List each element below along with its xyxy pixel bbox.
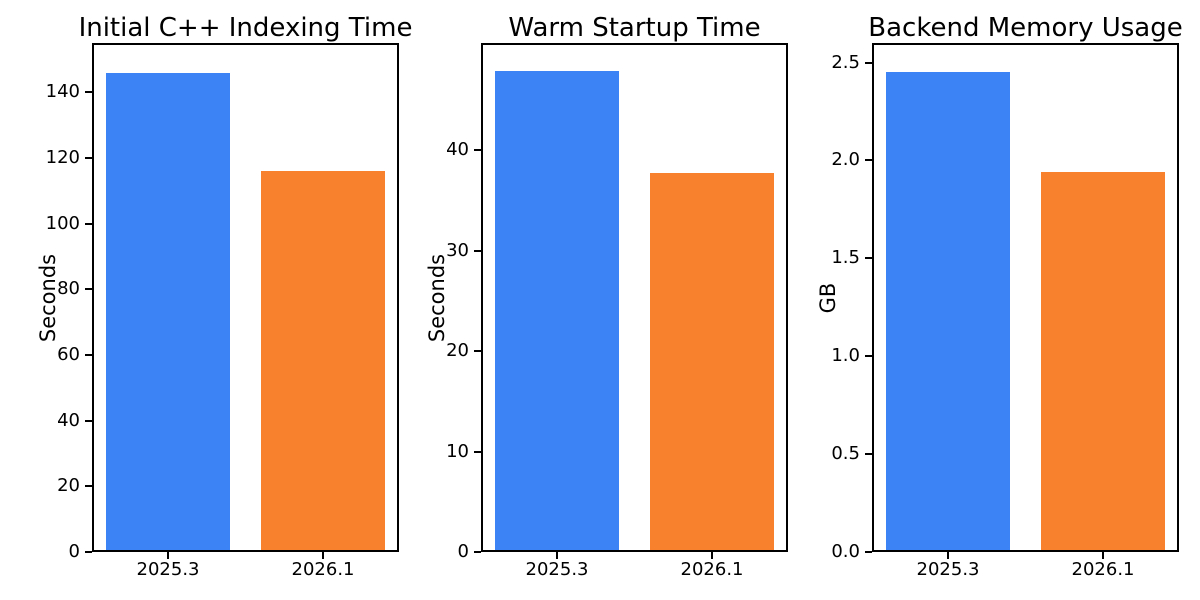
chart-1-bar-2025.3 (106, 73, 230, 550)
chart-1-ytick-label: 40 (57, 410, 80, 431)
chart-1-ytick-mark (85, 485, 92, 487)
chart-2-ytick-mark (474, 551, 481, 553)
chart-3-xtick-label-2026.1: 2026.1 (1071, 559, 1135, 580)
chart-3-ytick-mark (865, 551, 872, 553)
chart-3-ytick-label: 2.0 (831, 149, 860, 170)
chart-2-title: Warm Startup Time (508, 13, 761, 43)
chart-2-xtick-mark (556, 552, 558, 559)
chart-3-ytick-label: 0.0 (831, 541, 860, 562)
chart-3-y-axis-label: GB (816, 282, 840, 313)
chart-1-xtick-mark (322, 552, 324, 559)
chart-3-ytick-label: 1.0 (831, 345, 860, 366)
chart-3-ytick-mark (865, 257, 872, 259)
chart-3-xtick-label-2025.3: 2025.3 (916, 559, 980, 580)
chart-2-ytick-mark (474, 451, 481, 453)
chart-2-ytick-mark (474, 149, 481, 151)
chart-3-ytick-mark (865, 355, 872, 357)
chart-1-ytick-label: 20 (57, 475, 80, 496)
chart-2-xtick-mark (711, 552, 713, 559)
chart-2-y-axis-label: Seconds (425, 253, 449, 342)
chart-1-ytick-mark (85, 420, 92, 422)
chart-3-bar-2025.3 (886, 72, 1010, 550)
chart-1-ytick-label: 0 (68, 541, 80, 562)
chart-3-ytick-label: 2.5 (831, 52, 860, 73)
chart-2-bar-2026.1 (650, 173, 774, 550)
chart-3-ytick-label: 0.5 (831, 443, 860, 464)
chart-2-xtick-label-2026.1: 2026.1 (680, 559, 744, 580)
chart-2-ytick-mark (474, 250, 481, 252)
chart-2-ytick-label: 0 (457, 541, 469, 562)
chart-2-ytick-mark (474, 350, 481, 352)
chart-1-ytick-label: 140 (45, 81, 80, 102)
chart-3-ytick-mark (865, 62, 872, 64)
chart-1-bar-2026.1 (261, 171, 385, 550)
chart-1-ytick-mark (85, 157, 92, 159)
chart-1-ytick-mark (85, 91, 92, 93)
chart-1-xtick-mark (167, 552, 169, 559)
chart-2-ytick-label: 20 (446, 340, 469, 361)
chart-3-xtick-mark (947, 552, 949, 559)
chart-1-ytick-label: 80 (57, 278, 80, 299)
chart-1-xtick-label-2025.3: 2025.3 (136, 559, 200, 580)
chart-1-xtick-label-2026.1: 2026.1 (291, 559, 355, 580)
chart-3-ytick-mark (865, 453, 872, 455)
chart-1-ytick-label: 100 (45, 213, 80, 234)
chart-1-ytick-label: 120 (45, 147, 80, 168)
chart-1-ytick-label: 60 (57, 344, 80, 365)
chart-2-ytick-label: 30 (446, 240, 469, 261)
chart-3-ytick-mark (865, 159, 872, 161)
chart-1-y-axis-label: Seconds (36, 253, 60, 342)
chart-1-ytick-mark (85, 223, 92, 225)
chart-2-ytick-label: 40 (446, 139, 469, 160)
chart-1-ytick-mark (85, 551, 92, 553)
chart-1-ytick-mark (85, 354, 92, 356)
chart-1-ytick-mark (85, 288, 92, 290)
chart-2-bar-2025.3 (495, 71, 619, 550)
chart-3-bar-2026.1 (1041, 172, 1165, 550)
chart-3-title: Backend Memory Usage (868, 13, 1183, 43)
chart-2-ytick-label: 10 (446, 441, 469, 462)
chart-2-xtick-label-2025.3: 2025.3 (525, 559, 589, 580)
chart-1-title: Initial C++ Indexing Time (78, 13, 413, 43)
chart-3-ytick-label: 1.5 (831, 247, 860, 268)
chart-3-xtick-mark (1102, 552, 1104, 559)
